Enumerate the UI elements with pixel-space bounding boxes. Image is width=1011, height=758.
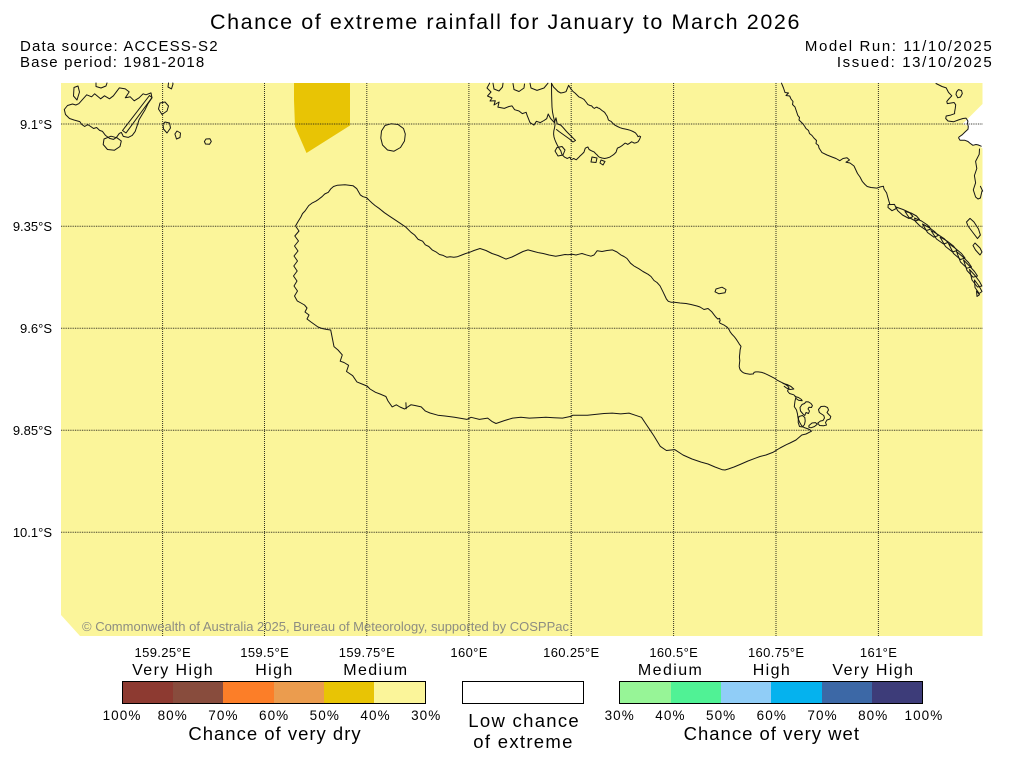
svg-text:© Commonwealth of Australia 20: © Commonwealth of Australia 2025, Bureau…: [82, 619, 569, 634]
